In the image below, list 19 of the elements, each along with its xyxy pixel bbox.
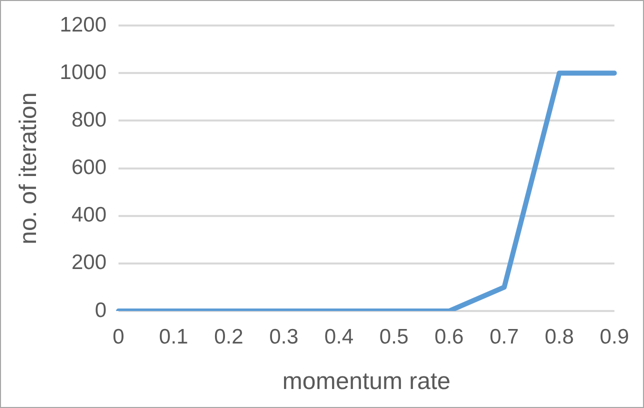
y-tick-label: 1200 bbox=[60, 13, 107, 36]
x-tick-label: 0.8 bbox=[544, 325, 574, 348]
x-tick-label: 0.7 bbox=[490, 325, 519, 348]
x-tick-label: 0.3 bbox=[269, 325, 298, 348]
y-axis-title: no. of iteration bbox=[15, 92, 42, 244]
x-tick-label: 0.9 bbox=[600, 325, 630, 348]
y-tick-label: 600 bbox=[71, 156, 107, 180]
x-tick-label: 0.1 bbox=[159, 325, 188, 348]
y-tick-label: 1000 bbox=[60, 60, 107, 84]
x-tick-label: 0.4 bbox=[324, 325, 354, 348]
x-tick-label: 0.5 bbox=[379, 325, 409, 348]
x-tick-label: 0 bbox=[112, 325, 124, 348]
y-tick-label: 200 bbox=[71, 251, 107, 274]
y-tick-label: 800 bbox=[71, 108, 107, 132]
x-tick-label: 0.2 bbox=[214, 325, 244, 348]
x-tick-label: 0.6 bbox=[434, 325, 464, 348]
y-tick-label: 400 bbox=[71, 204, 107, 227]
x-axis-title: momentum rate bbox=[282, 368, 450, 396]
y-tick-label: 0 bbox=[94, 298, 107, 322]
